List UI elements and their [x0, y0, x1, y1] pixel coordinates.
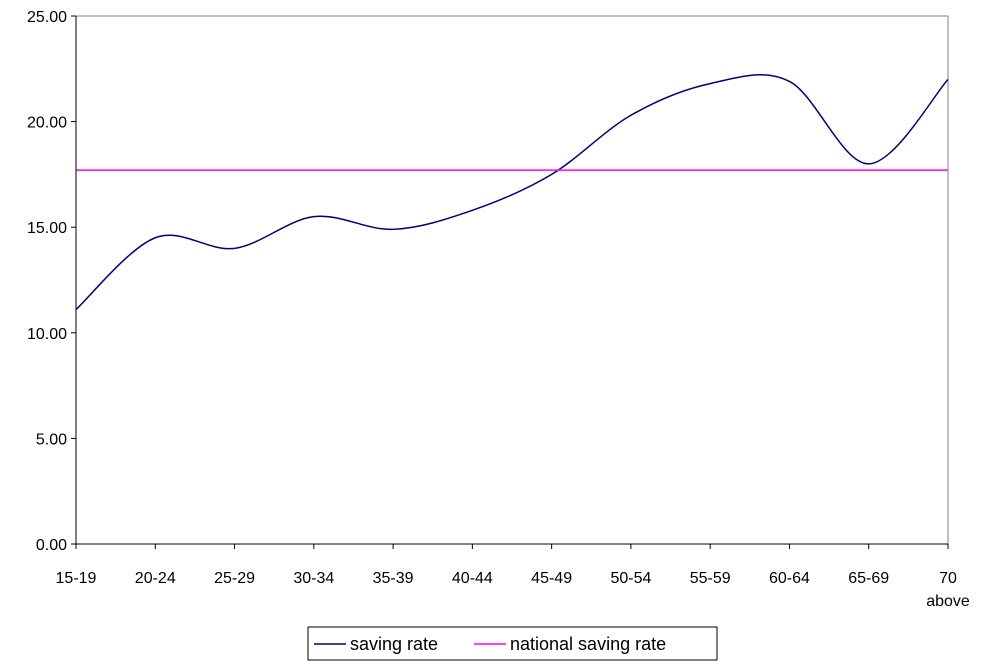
x-tick-label: 20-24 [135, 570, 176, 587]
x-tick-label: 35-39 [373, 570, 414, 587]
x-tick-label: 40-44 [452, 570, 493, 587]
x-tick-label: 60-64 [769, 570, 810, 587]
x-tick-label: 30-34 [293, 570, 334, 587]
x-tick-label: 65-69 [848, 570, 889, 587]
x-tick-label: 45-49 [531, 570, 572, 587]
y-tick-label: 15.00 [27, 220, 67, 237]
y-tick-label: 10.00 [27, 326, 67, 343]
x-tick-label: 25-29 [214, 570, 255, 587]
x-tick-label: 50-54 [610, 570, 651, 587]
y-tick-label: 20.00 [27, 115, 67, 132]
legend: saving rate national saving rate [307, 626, 718, 661]
y-tick-label: 5.00 [36, 431, 67, 448]
series-line-saving-rate [75, 74, 949, 311]
legend-label-national-saving-rate: national saving rate [510, 634, 666, 654]
x-tick-label: 15-19 [56, 570, 97, 587]
x-tick-label: 55-59 [690, 570, 731, 587]
legend-label-saving-rate: saving rate [350, 634, 438, 654]
legend-box [307, 626, 718, 661]
x-tick-label: 70 above [926, 570, 970, 610]
plot-area [75, 15, 949, 545]
y-tick-label: 25.00 [27, 9, 67, 26]
y-tick-label: 0.00 [36, 537, 67, 554]
